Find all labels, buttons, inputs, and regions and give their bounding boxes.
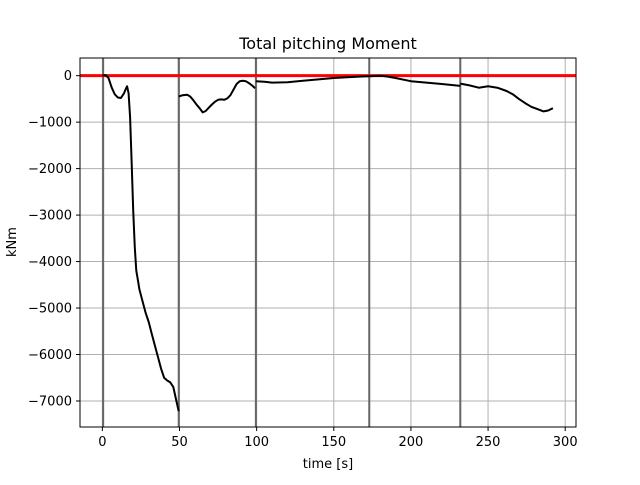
y-tick-label: −2000 <box>28 162 72 177</box>
x-tick-label: 50 <box>171 435 188 450</box>
y-tick-label: −7000 <box>28 394 72 409</box>
x-tick-label: 250 <box>476 435 501 450</box>
grid-lines <box>80 58 576 427</box>
y-axis-label: kNm <box>5 227 20 257</box>
x-tick-label: 0 <box>98 435 106 450</box>
x-tick-label: 100 <box>244 435 269 450</box>
y-tick-label: −4000 <box>28 255 72 270</box>
x-tick-label: 200 <box>399 435 424 450</box>
series-segment <box>255 74 461 87</box>
x-axis-ticks: 0 50 100 150 200 250 300 <box>98 427 578 450</box>
y-tick-label: 0 <box>64 69 72 84</box>
x-tick-label: 300 <box>553 435 578 450</box>
y-tick-label: −5000 <box>28 302 72 317</box>
y-tick-label: −3000 <box>28 209 72 224</box>
series-segment <box>102 74 180 412</box>
y-tick-label: −1000 <box>28 116 72 131</box>
y-axis-ticks: 0 −1000 −2000 −3000 −4000 −5000 −6000 −7000 <box>28 69 80 409</box>
vertical-marker-lines <box>102 58 462 427</box>
series-lines <box>102 74 554 412</box>
series-segment <box>178 79 256 114</box>
x-axis-label: time [s] <box>303 457 353 472</box>
chart-title: Total pitching Moment <box>238 34 417 53</box>
x-tick-label: 150 <box>321 435 346 450</box>
y-tick-label: −6000 <box>28 348 72 363</box>
series-segment <box>460 82 554 113</box>
plot-frame <box>79 57 577 428</box>
